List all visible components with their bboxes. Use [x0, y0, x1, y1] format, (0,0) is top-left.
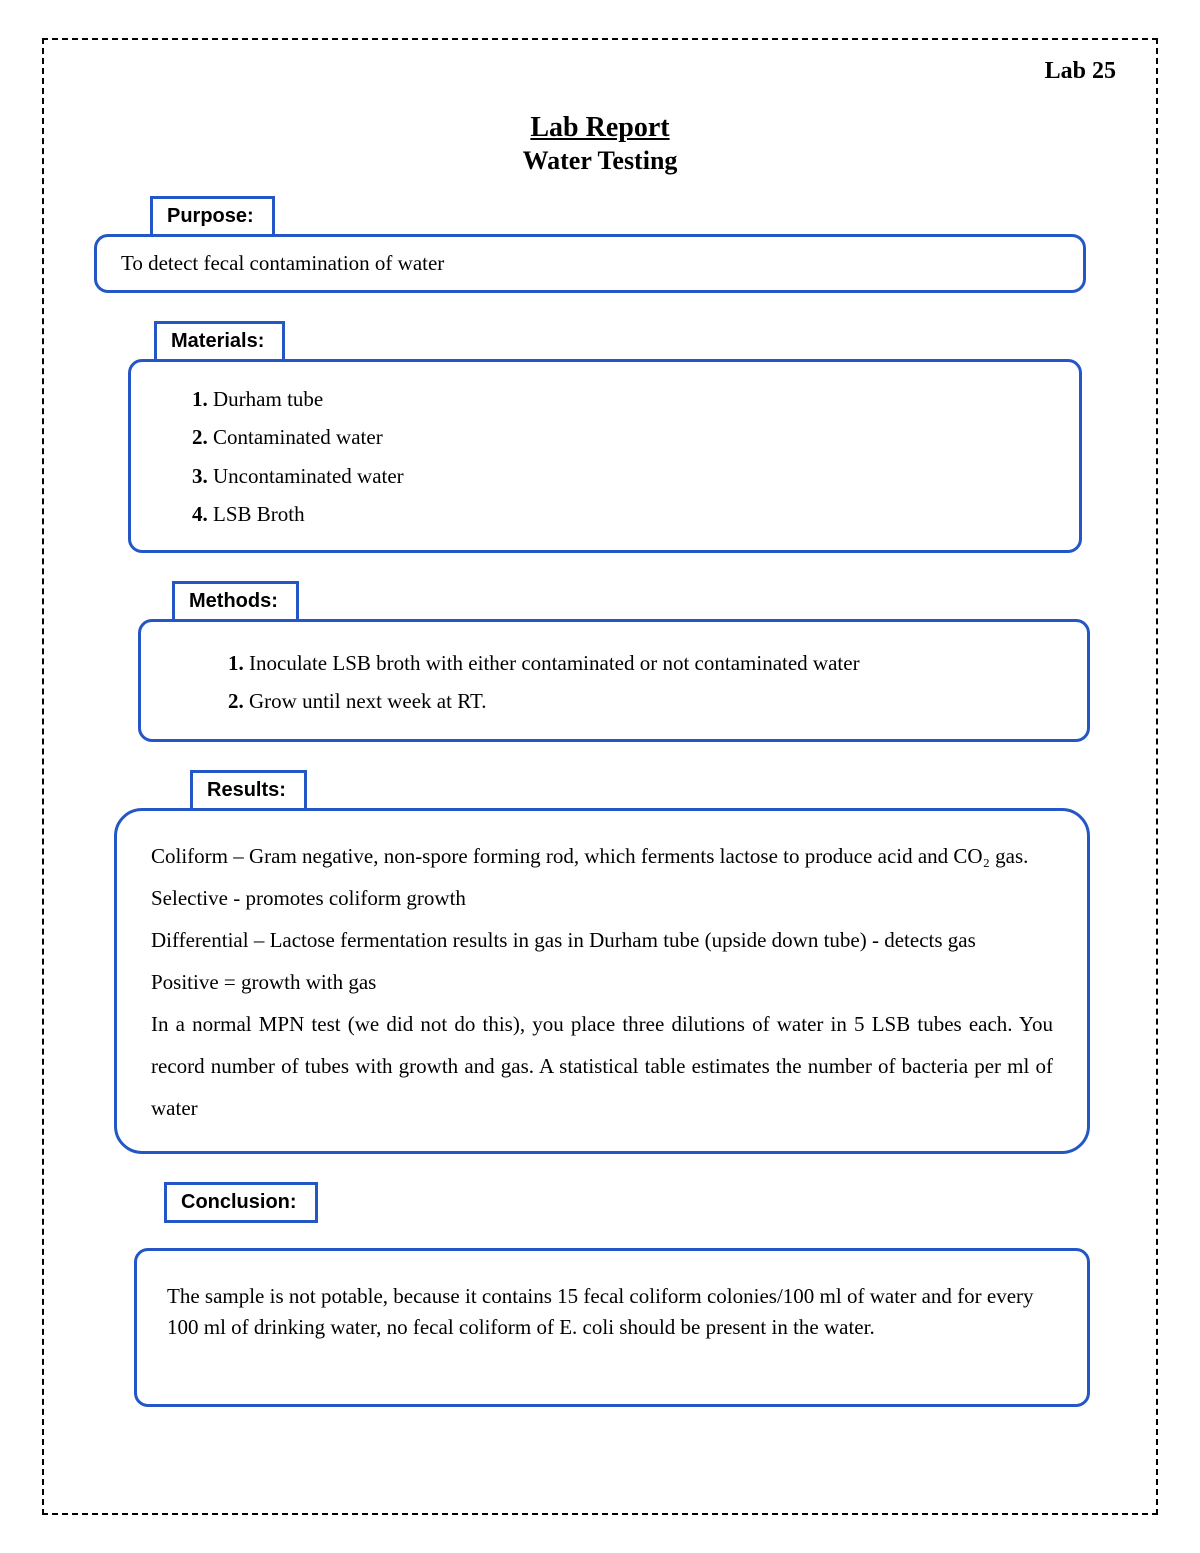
- methods-item: Grow until next week at RT.: [249, 682, 1063, 721]
- methods-list: Inoculate LSB broth with either contamin…: [221, 644, 1063, 721]
- conclusion-label-tab: Conclusion:: [164, 1182, 318, 1223]
- materials-list: Durham tube Contaminated water Uncontami…: [185, 380, 1055, 534]
- methods-label-tab: Methods:: [172, 581, 299, 622]
- lab-number: Lab 25: [1045, 58, 1116, 85]
- results-line: Positive = growth with gas: [151, 961, 1053, 1003]
- report-subtitle: Water Testing: [94, 146, 1106, 176]
- materials-item: Durham tube: [213, 380, 1055, 419]
- results-box: Coliform – Gram negative, non-spore form…: [114, 808, 1090, 1154]
- report-title: Lab Report: [530, 112, 669, 144]
- methods-box: Inoculate LSB broth with either contamin…: [138, 619, 1090, 742]
- results-line: In a normal MPN test (we did not do this…: [151, 1003, 1053, 1129]
- section-results: Results: Coliform – Gram negative, non-s…: [94, 770, 1106, 1154]
- results-line: Differential – Lactose fermentation resu…: [151, 919, 1053, 961]
- section-conclusion: Conclusion: The sample is not potable, b…: [94, 1182, 1106, 1407]
- materials-item: Contaminated water: [213, 418, 1055, 457]
- section-purpose: Purpose: To detect fecal contamination o…: [94, 196, 1106, 293]
- purpose-text: To detect fecal contamination of water: [121, 251, 444, 275]
- materials-label-tab: Materials:: [154, 321, 285, 362]
- title-block: Lab Report Water Testing: [94, 112, 1106, 176]
- purpose-label-tab: Purpose:: [150, 196, 275, 237]
- materials-item: LSB Broth: [213, 495, 1055, 534]
- results-line: Coliform – Gram negative, non-spore form…: [151, 835, 1053, 877]
- section-methods: Methods: Inoculate LSB broth with either…: [94, 581, 1106, 742]
- conclusion-box: The sample is not potable, because it co…: [134, 1248, 1090, 1407]
- purpose-box: To detect fecal contamination of water: [94, 234, 1086, 293]
- page: Lab 25 Lab Report Water Testing Purpose:…: [0, 0, 1200, 1553]
- section-materials: Materials: Durham tube Contaminated wate…: [94, 321, 1106, 553]
- materials-item: Uncontaminated water: [213, 457, 1055, 496]
- methods-item: Inoculate LSB broth with either contamin…: [249, 644, 1063, 683]
- results-label-tab: Results:: [190, 770, 307, 811]
- materials-box: Durham tube Contaminated water Uncontami…: [128, 359, 1082, 553]
- results-line: Selective - promotes coliform growth: [151, 877, 1053, 919]
- conclusion-text: The sample is not potable, because it co…: [167, 1284, 1034, 1340]
- dashed-border-frame: Lab 25 Lab Report Water Testing Purpose:…: [42, 38, 1158, 1515]
